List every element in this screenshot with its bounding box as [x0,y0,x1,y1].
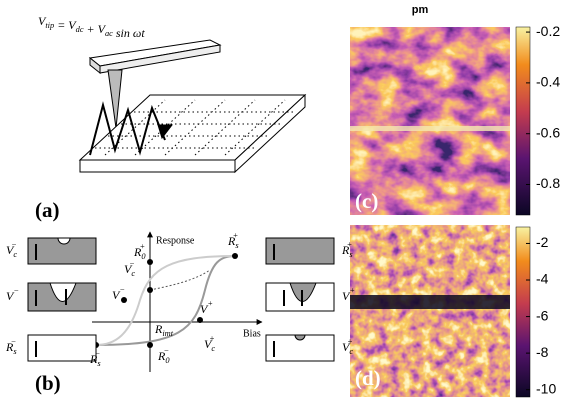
figure: Vtip = Vdc + Vac sin ωt pm (a) (b) (c) (d) R… [0,0,577,401]
label-sup: − [13,286,19,295]
point-label: Rimt [154,322,174,338]
hysteresis-schematic [92,232,262,372]
label-sub: s [13,347,16,356]
label-sub: c [13,250,17,259]
point-label: R0+ [133,242,146,261]
label-sup: + [349,286,355,295]
state-label: V− [6,286,19,303]
label-sub: s [349,250,352,259]
equation: Vtip = Vdc + Vac sin ωt [38,14,145,40]
label-sub: c [131,269,135,278]
axis-label: Response [156,235,195,246]
state-label: Vc+ [342,337,353,356]
colorbar-tick-label: -6 [536,307,549,323]
label-sup: − [129,259,135,268]
colorbar [516,27,530,215]
label-sub: s [97,359,100,368]
label-base: sin ωt [113,26,145,40]
label-sub: c [349,347,353,356]
label-sup: + [207,299,213,308]
colorbar-tick-label: -0.8 [536,175,560,191]
scan-line [350,126,510,131]
label-sup: − [11,240,17,249]
heatmap-c [350,27,510,215]
label-sub: imt [162,329,173,338]
panel-label: (b) [35,371,61,395]
label-sup: + [347,240,353,249]
afm-schematic [80,40,305,172]
point-label: Rs+ [227,231,239,250]
label-sub: tip [45,21,54,30]
label-sup: + [209,334,215,343]
point-label: V+ [200,299,213,316]
dark-band [350,295,510,309]
label-sup: − [11,337,17,346]
label-sub: s [235,241,238,250]
point-label: R0− [157,346,170,365]
axis-label: Bias [243,328,261,339]
state-label: Rs+ [341,240,353,259]
unit-label: pm [412,4,429,16]
label-sup: + [233,231,239,240]
point-label: Vc+ [204,334,215,353]
label-sup: − [164,346,170,355]
point-label: Vc− [124,259,135,278]
label-sub: 0 [165,356,170,365]
colorbar-tick-label: -8 [536,344,549,360]
label-sup: + [347,337,353,346]
label-base: + V [84,22,107,36]
label-sub: 0 [141,252,146,261]
colorbar-tick-label: -0.6 [536,124,560,140]
state-label: Vc− [6,240,17,259]
label-sup: + [140,242,146,251]
colorbar-tick-label: -4 [536,271,549,287]
colorbar-tick-label: -0.2 [536,23,560,39]
colorbar-tick-label: -10 [536,380,556,396]
colorbar-tick-label: -0.4 [536,74,560,90]
colorbar [516,227,530,397]
label-base: = V [54,18,77,32]
state-label: Rs− [5,337,17,356]
panel-label: (d) [355,366,381,390]
panel-label: (c) [355,189,378,213]
label-sup: − [119,285,125,294]
panel-label: (a) [35,198,60,222]
label-sub: c [211,344,215,353]
domain-boxes [28,238,334,361]
colorbar-tick-label: -2 [536,234,549,250]
point-label: Rs− [89,349,101,368]
label-sup: − [95,349,101,358]
